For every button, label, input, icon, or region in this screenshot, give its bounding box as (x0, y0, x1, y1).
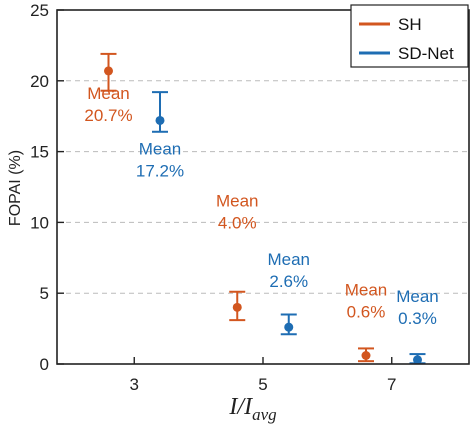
mean-annotation-label: Mean (216, 191, 259, 210)
legend-box (350, 4, 469, 68)
mean-annotation-value: 20.7% (84, 106, 132, 125)
errorbar-point (358, 347, 374, 363)
mean-annotation-value: 2.6% (269, 272, 308, 291)
x-tick-label: 5 (258, 375, 267, 394)
axis-ticks: 0 5 10 15 20 25 3 5 7 (30, 1, 396, 394)
mean-point (155, 115, 165, 125)
x-tick-label: 3 (130, 375, 139, 394)
errorbar-point (280, 313, 297, 336)
annotations: Mean 20.7% Mean 4.0% Mean 0.6% Mean 17.2% Mean 2.… (84, 84, 438, 328)
mean-annotation-value: 0.3% (398, 309, 437, 328)
y-axis-label: FOPAI (%) (7, 150, 24, 226)
y-tick-label: 15 (30, 143, 49, 162)
mean-point (284, 322, 294, 332)
grid-lines (57, 80, 469, 294)
y-tick-label: 0 (40, 355, 49, 374)
mean-point (232, 302, 242, 312)
mean-annotation-label: Mean (345, 281, 388, 300)
x-axis-label-sub: avg (252, 405, 277, 424)
errorbar-point (229, 290, 246, 322)
mean-point (361, 351, 371, 361)
legend-label: SH (398, 15, 422, 34)
x-axis-label-sep: / (235, 394, 246, 420)
x-tick-label: 7 (387, 375, 396, 394)
x-axis-label-base: I (243, 394, 253, 420)
mean-annotation-label: Mean (396, 287, 439, 306)
legend-label: SD-Net (398, 44, 454, 63)
x-axis-label: I/Iavg (228, 394, 276, 424)
y-tick-label: 5 (40, 284, 49, 303)
mean-annotation-value: 4.0% (218, 213, 257, 232)
mean-point (104, 66, 113, 76)
errorbar-point (409, 353, 426, 365)
errorbar-point (152, 91, 168, 133)
y-tick-label: 10 (30, 213, 49, 232)
mean-annotation-label: Mean (139, 139, 182, 158)
y-tick-label: 25 (30, 1, 49, 20)
legend: SH SD-Net (350, 4, 469, 68)
x-axis-label-main: I (228, 394, 238, 420)
mean-annotation-label: Mean (87, 84, 130, 103)
mean-annotation-value: 17.2% (136, 161, 184, 180)
errorbar-point (100, 52, 117, 92)
mean-annotation-label: Mean (267, 250, 310, 269)
legend-items: SH SD-Net (359, 15, 454, 63)
mean-annotation-value: 0.6% (347, 303, 386, 322)
mean-point (413, 355, 422, 365)
y-tick-label: 20 (30, 72, 49, 91)
data-marks (100, 52, 426, 365)
